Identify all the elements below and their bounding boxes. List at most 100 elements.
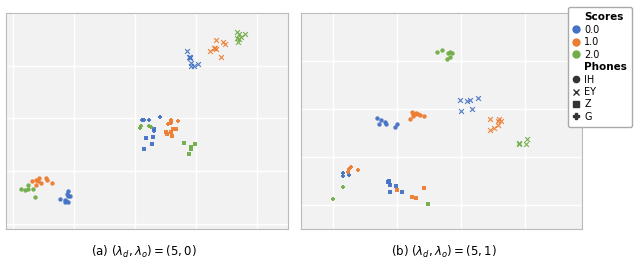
Point [411,111,421,115]
Point [63,194,73,198]
Point [189,64,200,68]
Point [432,50,442,54]
Point [42,178,52,182]
Point [376,117,387,122]
Point [41,176,51,180]
Point [166,130,176,135]
Text: (a) $(\lambda_d,\lambda_o) = (5,0)$: (a) $(\lambda_d,\lambda_o) = (5,0)$ [91,244,197,260]
Point [135,126,145,130]
Point [166,118,177,122]
Point [392,122,402,126]
Point [406,110,417,114]
Point [522,136,532,141]
Point [383,179,394,183]
Point [170,127,180,131]
Point [30,195,40,199]
Point [149,127,159,131]
Point [181,49,191,53]
Point [145,124,155,128]
Point [186,146,196,151]
Point [61,199,71,204]
Point [419,186,429,190]
Point [234,37,244,41]
Point [184,152,195,156]
Point [184,55,194,59]
Point [31,178,41,182]
Point [23,187,33,191]
Point [344,173,354,178]
Point [186,145,196,150]
Point [346,164,356,169]
Point [63,189,73,193]
Text: (b) $(\lambda_d,\lambda_o) = (5,1)$: (b) $(\lambda_d,\lambda_o) = (5,1)$ [390,244,497,260]
Point [443,51,453,55]
Point [179,141,189,145]
Point [419,114,429,118]
Point [186,56,196,60]
Point [514,141,524,145]
Point [173,119,183,123]
Point [232,30,243,34]
Point [404,117,415,121]
Point [467,107,477,111]
Point [484,128,495,132]
Point [31,183,41,187]
Point [233,40,243,44]
Point [162,132,172,136]
Point [184,55,195,59]
Point [186,64,196,68]
Point [146,125,156,129]
Point [447,51,457,55]
Point [211,38,221,42]
Point [337,184,348,189]
Point [155,115,165,119]
Point [337,170,348,175]
Point [372,116,382,120]
Point [374,122,385,127]
Point [397,190,407,194]
Point [383,180,393,185]
Point [65,194,76,198]
Point [445,55,456,59]
Point [353,168,364,173]
Point [139,118,149,122]
Point [19,188,29,192]
Point [437,48,447,52]
Point [166,121,176,125]
Point [36,181,46,185]
Point [211,47,221,51]
Point [148,134,159,139]
Point [28,179,38,184]
Point [139,147,149,151]
Point [381,122,391,126]
Point [328,196,338,201]
Point [241,32,251,36]
Point [390,184,401,188]
Point [34,175,44,180]
Point [167,134,177,139]
Point [344,167,355,171]
Point [385,190,396,194]
Point [47,181,57,185]
Point [141,136,151,140]
Point [55,197,65,201]
Point [444,50,454,54]
Point [380,120,390,124]
Point [415,113,425,117]
Point [209,46,220,50]
Point [495,119,506,123]
Point [216,55,227,59]
Point [136,118,147,122]
Point [136,124,146,128]
Point [493,117,504,121]
Point [408,114,419,118]
Point [33,179,43,183]
Point [407,194,417,199]
Point [455,98,465,103]
Point [423,202,433,206]
Point [390,125,401,129]
Point [161,130,171,134]
Point [62,192,72,196]
Point [193,62,203,66]
Point [60,198,70,202]
